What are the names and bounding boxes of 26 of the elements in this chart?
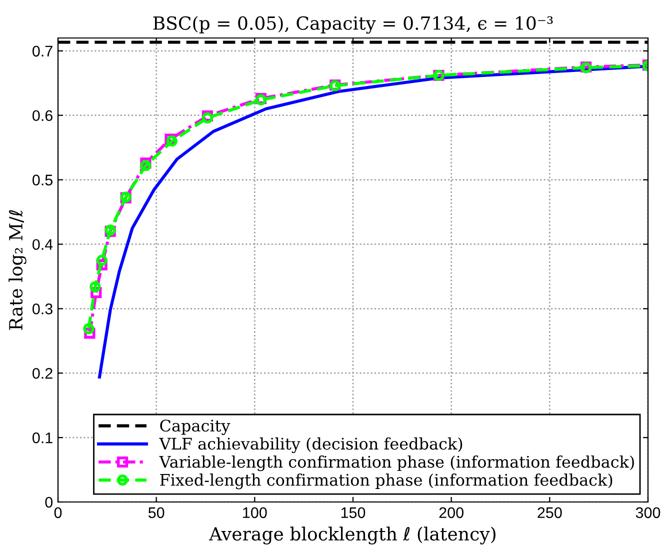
x-tick-label: 200 xyxy=(439,507,464,518)
legend-label: VLF achievability (decision feedback) xyxy=(159,437,462,454)
x-tick-label: 0 xyxy=(54,507,62,518)
y-tick-label: 0.6 xyxy=(32,110,52,122)
x-tick-label: 300 xyxy=(636,507,660,518)
y-tick-label: 0.3 xyxy=(32,304,52,314)
legend-label: Capacity xyxy=(160,420,230,435)
y-tick-label: 0 xyxy=(45,496,53,508)
y-tick-label: 0.4 xyxy=(32,239,53,250)
chart-title: BSC(p = 0.05), Capacity = 0.7134, ϵ = 10⁻³ xyxy=(153,16,553,34)
x-tick-label: 250 xyxy=(538,507,562,518)
legend-label: Fixed-length confirmation phase (information feedback) xyxy=(160,474,612,490)
point xyxy=(140,160,152,172)
legend-label: Variable-length confirmation phase (information feedback) xyxy=(159,455,634,472)
point xyxy=(90,281,101,292)
y-tick-label: 0.2 xyxy=(32,368,52,379)
y-tick-label: 0.7 xyxy=(32,46,52,57)
point xyxy=(83,323,94,334)
x-axis-title: Average blocklength ℓ (latency) xyxy=(208,526,496,544)
x-tick-label: 100 xyxy=(243,507,267,518)
x-tick-label: 50 xyxy=(148,507,164,518)
y-tick-label: 0.5 xyxy=(32,174,52,186)
y-axis-title: Rate log₂ M/ℓ xyxy=(8,210,26,330)
point xyxy=(96,254,108,266)
y-tick-label: 0.1 xyxy=(32,432,52,444)
x-tick-label: 150 xyxy=(341,507,366,518)
